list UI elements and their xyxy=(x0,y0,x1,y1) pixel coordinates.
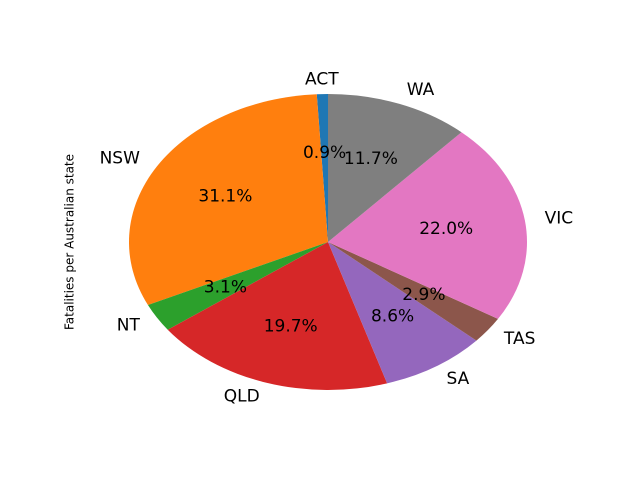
category-label-act: ACT xyxy=(305,69,339,89)
category-label-tas: TAS xyxy=(503,329,536,349)
category-label-nsw: NSW xyxy=(100,149,141,169)
category-label-sa: SA xyxy=(447,369,470,389)
pie-slices xyxy=(128,94,528,390)
pct-label-nt: 3.1% xyxy=(204,277,247,297)
category-label-vic: VIC xyxy=(545,209,574,229)
pie-slice-tas xyxy=(328,242,498,341)
pct-label-tas: 2.9% xyxy=(402,285,445,305)
pct-label-sa: 8.6% xyxy=(371,307,414,327)
category-label-nt: NT xyxy=(117,315,141,335)
category-label-wa: WA xyxy=(407,80,435,100)
pct-label-nsw: 31.1% xyxy=(198,187,252,207)
category-label-qld: QLD xyxy=(224,387,260,407)
y-axis-label: Fatalities per Australian state xyxy=(63,154,77,330)
pct-label-vic: 22.0% xyxy=(419,219,473,239)
pie-slice-sa xyxy=(328,242,477,384)
pct-label-act: 0.9% xyxy=(303,143,346,163)
percent-labels: 0.9% 31.1% 3.1% 19.7% 8.6%2.9% 22.0% 11.7% xyxy=(198,143,473,336)
pie-slice-vic xyxy=(328,132,528,319)
pie-slice-qld xyxy=(167,242,388,390)
pie-slice-wa xyxy=(328,94,462,242)
pct-label-qld: 19.7% xyxy=(264,316,318,336)
pie-slice-nsw xyxy=(128,94,328,306)
pct-label-wa: 11.7% xyxy=(344,149,398,169)
pie-slice-act xyxy=(316,94,328,242)
pie-slice-nt xyxy=(147,242,328,330)
category-labels: ACT NSW NT QLD SA TAS VIC WA xyxy=(100,69,574,406)
